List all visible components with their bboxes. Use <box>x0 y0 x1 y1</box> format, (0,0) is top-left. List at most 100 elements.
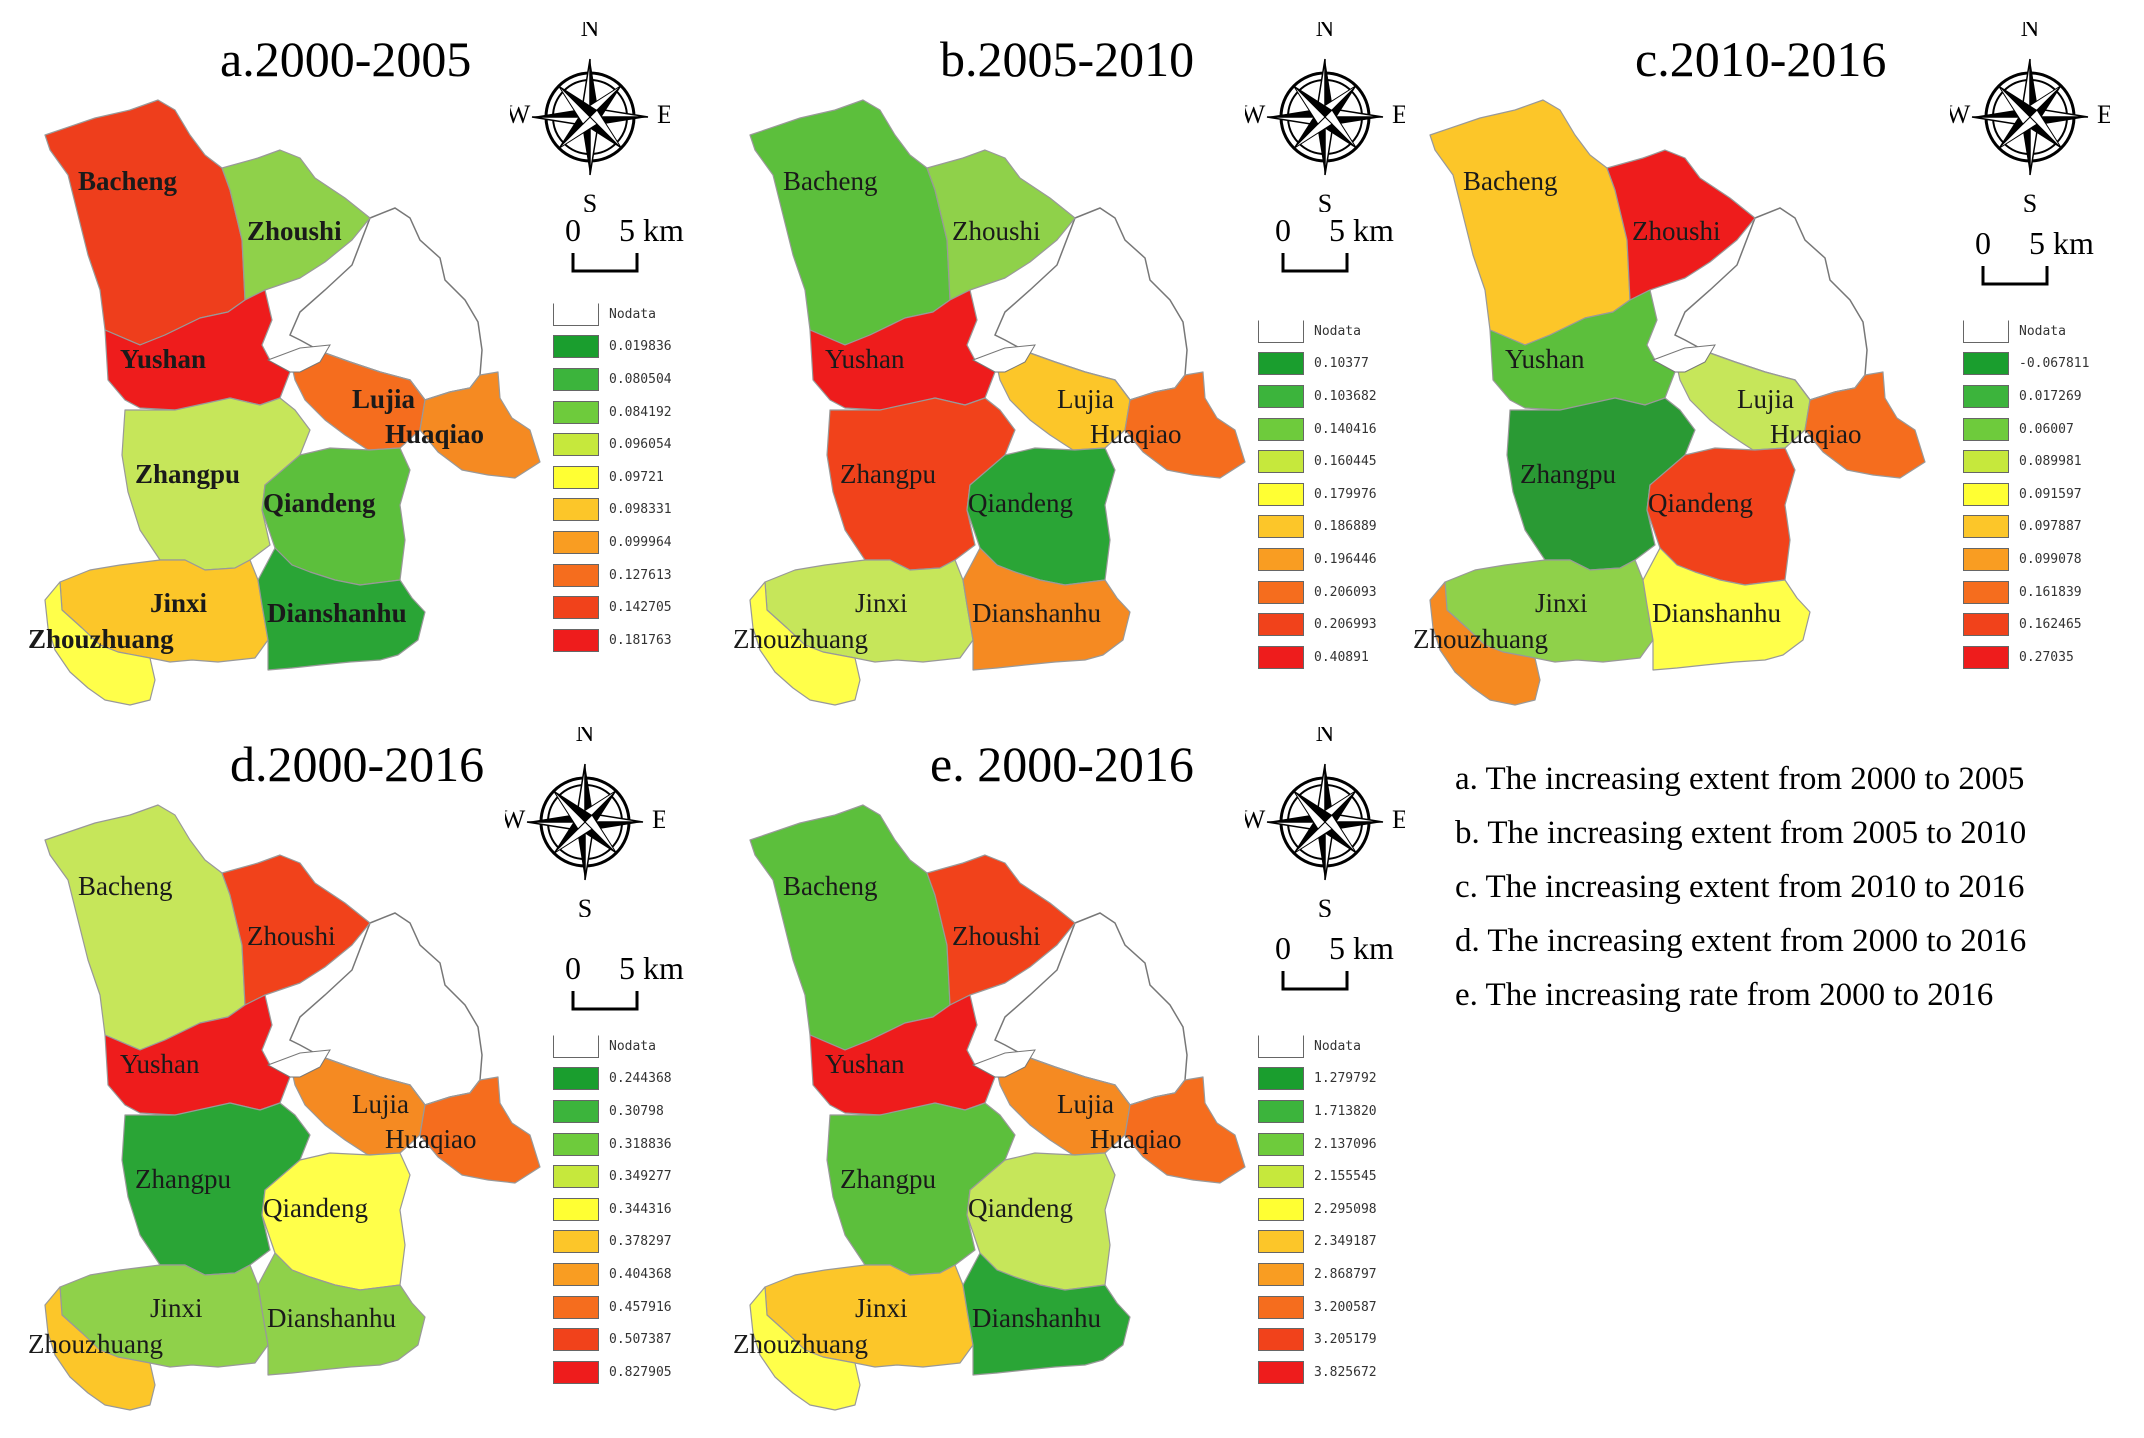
compass-letter-n: N <box>1316 22 1335 42</box>
town-label-zhangpu: Zhangpu <box>840 459 936 489</box>
legend-label: 0.378297 <box>609 1234 672 1250</box>
legend-label: 0.507387 <box>609 1332 672 1348</box>
town-region-zhouzhuang <box>749 581 861 706</box>
compass-letter-s: S <box>583 189 597 212</box>
legend-swatch <box>1258 1132 1304 1156</box>
legend-swatch <box>1258 1360 1304 1384</box>
legend-label: 0.162465 <box>2019 617 2082 633</box>
town-label-zhouzhuang: Zhouzhuang <box>733 624 868 654</box>
compass-letter-s: S <box>1318 189 1332 212</box>
town-label-qiandeng: Qiandeng <box>968 488 1073 518</box>
legend-label: 0.206993 <box>1314 617 1377 633</box>
legend-swatch <box>1258 1262 1304 1286</box>
town-label-lujia: Lujia <box>352 384 416 414</box>
legend-swatch <box>1258 1328 1304 1352</box>
legend-row: 0.017269 <box>1963 380 2103 413</box>
legend-swatch <box>1963 384 2009 408</box>
compass-rose-icon: N S E W <box>501 718 668 923</box>
legend-label: 0.089981 <box>2019 454 2082 470</box>
legend-swatch <box>553 1132 599 1156</box>
legend-label: 0.10377 <box>1314 356 1369 372</box>
legend-swatch <box>553 596 599 620</box>
town-label-lujia: Lujia <box>1737 384 1794 414</box>
legend-swatch <box>553 302 599 326</box>
legend-label: 3.205179 <box>1314 1332 1377 1348</box>
legend-row: 0.404368 <box>553 1258 693 1291</box>
legend-row: 2.295098 <box>1258 1193 1398 1226</box>
panel-title: e. 2000-2016 <box>930 736 1194 792</box>
town-label-yushan: Yushan <box>120 344 206 374</box>
town-label-yushan: Yushan <box>120 1049 200 1079</box>
compass-rose-icon: N S E W <box>1241 13 1408 218</box>
compass-letter-s: S <box>2023 189 2037 212</box>
legend-swatch <box>553 1197 599 1221</box>
legend-label: 0.196446 <box>1314 551 1377 567</box>
town-label-bacheng: Bacheng <box>783 871 877 901</box>
legend-label: 0.186889 <box>1314 519 1377 535</box>
compass-letter-w: W <box>1245 100 1266 129</box>
legend-label: Nodata <box>2019 323 2066 339</box>
legend-label: 0.349277 <box>609 1169 672 1185</box>
town-label-qiandeng: Qiandeng <box>263 1193 368 1223</box>
legend-swatch <box>1258 613 1304 637</box>
town-region-lujia <box>994 351 1131 451</box>
town-region-huaqiao <box>419 1076 541 1184</box>
town-region-lujia <box>1674 351 1811 451</box>
town-region-zhoushi <box>221 854 371 1006</box>
legend-label: 0.140416 <box>1314 421 1377 437</box>
town-region-bacheng <box>1429 99 1631 346</box>
legend-swatch <box>1258 547 1304 571</box>
legend-row: 0.160445 <box>1258 445 1398 478</box>
legend-row: 3.205179 <box>1258 1323 1398 1356</box>
town-label-qiandeng: Qiandeng <box>1648 488 1753 518</box>
panel-title: c.2010-2016 <box>1635 31 1887 87</box>
legend-swatch <box>1258 1295 1304 1319</box>
legend-label: 0.019836 <box>609 339 672 355</box>
town-label-dianshanhu: Dianshanhu <box>1652 598 1781 628</box>
town-label-zhangpu: Zhangpu <box>135 1164 231 1194</box>
legend-row: 0.186889 <box>1258 511 1398 544</box>
legend-label: 0.09721 <box>609 469 664 485</box>
legend-label: 0.318836 <box>609 1136 672 1152</box>
town-label-bacheng: Bacheng <box>783 166 877 196</box>
legend-swatch <box>553 1230 599 1254</box>
note-e: e. The increasing rate from 2000 to 2016 <box>1455 977 1994 1013</box>
legend-label: 0.160445 <box>1314 454 1377 470</box>
legend-label: Nodata <box>1314 323 1361 339</box>
compass: N S E W <box>1946 13 2113 218</box>
compass-letter-n: N <box>1316 727 1335 747</box>
scale-five-km: 5 km <box>2029 225 2094 261</box>
town-region-lujia <box>994 1056 1131 1156</box>
legend-swatch <box>1258 645 1304 669</box>
compass-letter-s: S <box>578 894 592 917</box>
legend-label: 0.344316 <box>609 1201 672 1217</box>
legend-swatch <box>553 1295 599 1319</box>
compass-letter-e: E <box>657 100 670 129</box>
note-a: a. The increasing extent from 2000 to 20… <box>1455 761 2025 797</box>
town-label-huaqiao: Huaqiao <box>1090 419 1181 449</box>
legend-row: 0.097887 <box>1963 511 2103 544</box>
lake-region <box>971 344 1036 373</box>
town-label-zhoushi: Zhoushi <box>247 921 336 951</box>
town-label-zhoushi: Zhoushi <box>1632 216 1721 246</box>
compass: N S E W <box>501 718 668 923</box>
town-region-zhouzhuang <box>44 1286 156 1411</box>
town-region-bacheng <box>44 99 246 346</box>
town-label-zhangpu: Zhangpu <box>840 1164 936 1194</box>
town-region-zhoushi <box>926 149 1076 301</box>
town-region-zhouzhuang <box>749 1286 861 1411</box>
legend-row: 3.825672 <box>1258 1356 1398 1389</box>
legend-label: 0.827905 <box>609 1364 672 1380</box>
town-label-dianshanhu: Dianshanhu <box>972 1303 1101 1333</box>
legend-label: 0.096054 <box>609 437 672 453</box>
legend-row: 2.155545 <box>1258 1160 1398 1193</box>
legend-label: Nodata <box>1314 1038 1361 1054</box>
compass-rose-icon: N S E W <box>506 13 673 218</box>
legend-row: 0.206093 <box>1258 576 1398 609</box>
legend-row: 0.142705 <box>553 591 693 624</box>
legend-row: 0.096054 <box>553 428 693 461</box>
town-label-dianshanhu: Dianshanhu <box>267 598 407 628</box>
town-region-zhoushi <box>221 149 371 301</box>
legend: Nodata 0.10377 0.103682 0.140416 0.160445 0.1… <box>1258 315 1398 674</box>
compass-letter-e: E <box>652 805 665 834</box>
